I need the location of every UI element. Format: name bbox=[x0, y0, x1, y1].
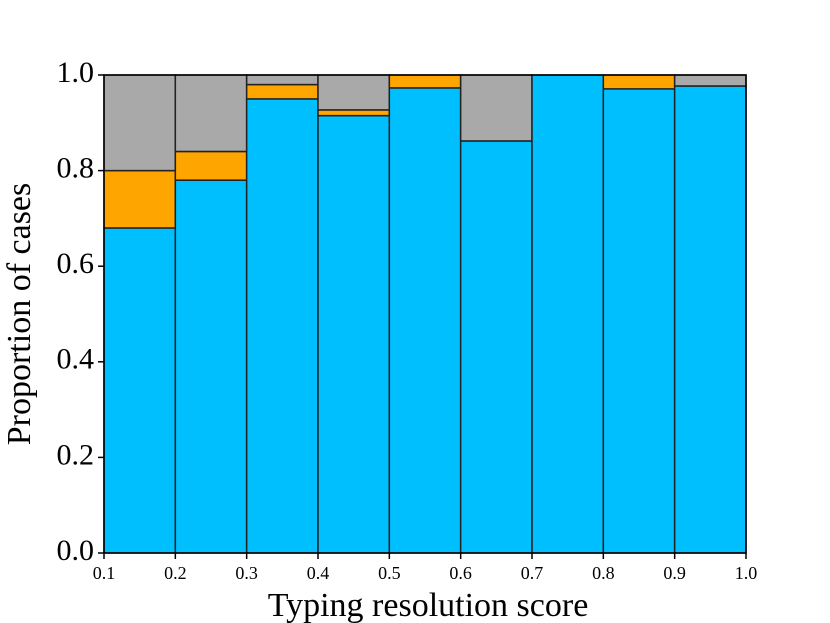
y-tick-label: 0.2 bbox=[57, 438, 95, 471]
bar-segment bbox=[459, 140, 533, 554]
y-tick-label: 0.4 bbox=[57, 343, 95, 376]
bar-segment bbox=[388, 87, 462, 554]
bar-segment bbox=[317, 114, 391, 554]
bar-segment bbox=[174, 150, 248, 181]
x-tick-label: 0.1 bbox=[93, 563, 116, 583]
bar-segment bbox=[245, 98, 319, 554]
bar-segment bbox=[174, 74, 248, 153]
x-tick-label: 0.4 bbox=[307, 563, 330, 583]
x-tick-label: 0.7 bbox=[521, 563, 544, 583]
bar-segment bbox=[103, 169, 177, 229]
y-tick-label: 1.0 bbox=[57, 56, 95, 89]
x-tick-label: 0.6 bbox=[449, 563, 472, 583]
x-tick-label: 1.0 bbox=[735, 563, 758, 583]
bar-segment bbox=[103, 227, 177, 554]
bar-segment bbox=[673, 74, 747, 87]
y-axis-label: Proportion of cases bbox=[1, 183, 38, 446]
x-tick-label: 0.8 bbox=[592, 563, 615, 583]
x-axis-label: Typing resolution score bbox=[268, 587, 589, 623]
bar-segment bbox=[103, 74, 177, 172]
y-tick-label: 0.8 bbox=[57, 151, 95, 184]
y-tick-label: 0.6 bbox=[57, 247, 95, 280]
bar-segment bbox=[531, 74, 605, 554]
bar-segment bbox=[317, 74, 391, 111]
x-tick-label: 0.9 bbox=[663, 563, 686, 583]
bar-segment bbox=[602, 74, 676, 90]
bar-segment bbox=[317, 109, 391, 117]
bar-segment bbox=[245, 74, 319, 86]
x-tick-label: 0.3 bbox=[235, 563, 258, 583]
bar-segment bbox=[459, 74, 533, 142]
x-tick-label: 0.5 bbox=[378, 563, 401, 583]
bar-segment bbox=[673, 85, 747, 554]
bar-segment bbox=[174, 179, 248, 554]
bar-segment bbox=[602, 88, 676, 554]
y-tick-label: 0.0 bbox=[57, 534, 95, 567]
bar-segment bbox=[245, 83, 319, 100]
bar-segment bbox=[388, 74, 462, 89]
x-tick-label: 0.2 bbox=[164, 563, 187, 583]
